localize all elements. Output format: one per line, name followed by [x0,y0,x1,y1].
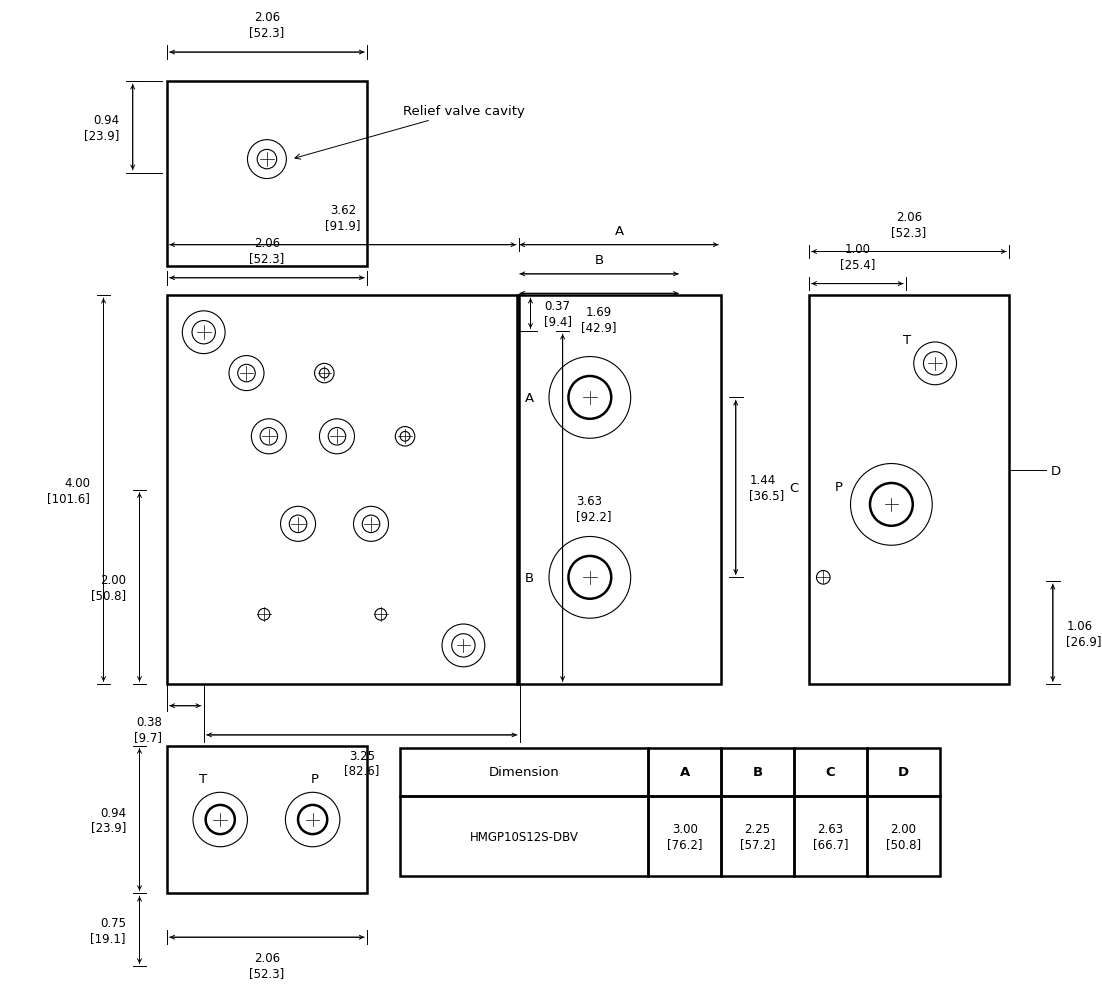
Text: 2.06
[52.3]: 2.06 [52.3] [249,11,284,39]
Text: 0.94
[23.9]: 0.94 [23.9] [90,805,126,833]
Text: T: T [198,772,207,785]
Text: C: C [789,481,799,494]
Text: B: B [594,254,604,267]
Text: 1.44
[36.5]: 1.44 [36.5] [749,473,785,502]
Text: 0.37
[9.4]: 0.37 [9.4] [544,300,572,328]
Text: 2.00
[50.8]: 2.00 [50.8] [886,822,921,851]
Text: 1.00
[25.4]: 1.00 [25.4] [840,243,875,271]
Text: 3.25
[82.6]: 3.25 [82.6] [344,749,379,776]
Text: C: C [825,765,835,778]
Text: 3.62
[91.9]: 3.62 [91.9] [325,204,360,232]
Text: B: B [525,572,533,585]
Text: 4.00
[101.6]: 4.00 [101.6] [47,476,90,505]
Text: Dimension: Dimension [489,765,560,778]
Text: 0.75
[19.1]: 0.75 [19.1] [90,916,126,944]
Text: 2.06
[52.3]: 2.06 [52.3] [249,951,284,979]
Text: B: B [753,765,763,778]
Text: 3.00
[76.2]: 3.00 [76.2] [667,822,702,851]
Text: 1.06
[26.9]: 1.06 [26.9] [1067,619,1102,647]
Text: 2.06
[52.3]: 2.06 [52.3] [249,237,284,265]
Text: 2.63
[66.7]: 2.63 [66.7] [813,822,849,851]
Text: 2.00
[50.8]: 2.00 [50.8] [90,574,126,602]
Text: P: P [834,480,843,493]
Text: D: D [898,765,909,778]
Text: T: T [903,334,911,346]
Text: 0.38
[9.7]: 0.38 [9.7] [133,716,162,743]
Text: 3.63
[92.2]: 3.63 [92.2] [576,494,612,523]
Text: A: A [680,765,690,778]
Text: 2.25
[57.2]: 2.25 [57.2] [739,822,776,851]
Text: 1.69
[42.9]: 1.69 [42.9] [582,306,617,334]
Text: A: A [615,225,624,238]
Text: A: A [525,391,533,404]
Text: 2.06
[52.3]: 2.06 [52.3] [892,211,927,239]
Text: 0.94
[23.9]: 0.94 [23.9] [84,114,119,141]
Text: P: P [311,772,318,785]
Text: Relief valve cavity: Relief valve cavity [295,105,525,160]
Text: HMGP10S12S-DBV: HMGP10S12S-DBV [469,829,579,843]
Text: D: D [1051,464,1061,477]
